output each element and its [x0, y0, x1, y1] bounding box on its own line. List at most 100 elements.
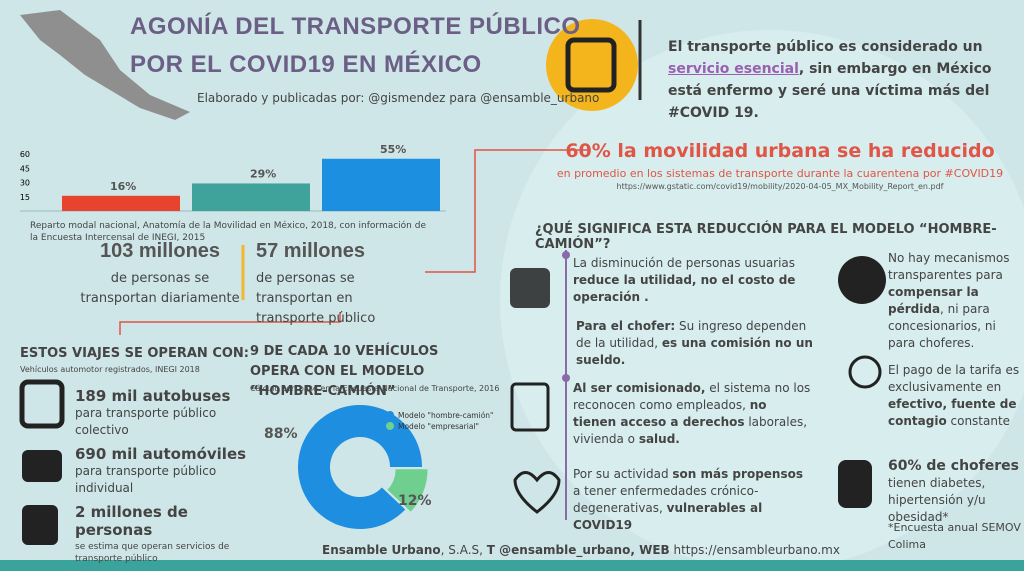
- text-segment: el sistema no los reconocen como emplead…: [573, 381, 811, 412]
- footer: Ensamble Urbano, S.A.S, T @ensamble_urba…: [322, 543, 840, 557]
- text-segment: no tienen acceso a derechos: [573, 398, 767, 429]
- headline: 60% la movilidad urbana se ha reducido: [565, 140, 995, 162]
- fleet-number: 189 mil autobuses: [75, 387, 231, 405]
- text-segment: reduce la utilidad, no el costo de opera…: [573, 273, 796, 304]
- icon: [22, 505, 58, 545]
- text-segment: El pago de la tarifa es exclusivamente e…: [888, 363, 1020, 394]
- source: https://www.gstatic.com/covid19/mobility…: [616, 182, 944, 191]
- text-segment: efectivo, fuente de contagio: [888, 397, 1017, 428]
- icon: [838, 256, 886, 304]
- pie-slice: [387, 469, 428, 512]
- stat: 57 millones de personas se transportan e…: [256, 240, 416, 329]
- map: [20, 10, 190, 120]
- value-label: 12%: [398, 493, 432, 509]
- text-segment: Al ser comisionado,: [573, 381, 706, 395]
- text-segment: , sin embargo en México está enfermo y s…: [668, 61, 992, 121]
- text-segment: a tener enfermedades crónico-degenerativ…: [573, 484, 759, 515]
- bar: [322, 158, 440, 211]
- text-segment: No hay mecanismos transparentes para: [888, 251, 1010, 282]
- point: La disminución de personas usuarias redu…: [573, 255, 813, 306]
- text-segment: laborales, vivienda o: [573, 415, 808, 446]
- text-segment: Por su actividad: [573, 467, 673, 481]
- y-tick-label: 15: [20, 193, 30, 202]
- bg-circle: [500, 30, 1024, 570]
- bar-chart: 15 30 45 60 16% 29% 55%: [20, 143, 446, 212]
- icon: [510, 382, 550, 432]
- bar: [192, 183, 310, 211]
- legend-swatch: [386, 422, 394, 430]
- text-segment: salud.: [638, 432, 680, 446]
- footer-band: [0, 560, 1024, 571]
- text-segment: , S.A.S,: [440, 543, 487, 557]
- icon: [838, 460, 872, 508]
- value-label: 88%: [264, 426, 298, 442]
- pie-title: 9 DE CADA 10 VEHÍCULOS OPERA CON EL MODE…: [250, 344, 439, 399]
- fleet-title: ESTOS VIAJES SE OPERAN CON:: [20, 346, 249, 361]
- pie-chart: 88% 12% Modelo "hombre-camión" Modelo "empr…: [264, 405, 494, 529]
- point: 60% de choferes tienen diabetes, hiperte…: [888, 458, 1023, 526]
- point: No hay mecanismos transparentes para com…: [888, 250, 1020, 352]
- value-label: 16%: [110, 180, 136, 193]
- y-tick-label: 45: [20, 164, 30, 173]
- stat-number: 103 millones: [99, 240, 221, 262]
- point: Para el chofer: Su ingreso dependen de l…: [576, 318, 816, 369]
- sub: en promedio en los sistemas de transport…: [556, 167, 1004, 180]
- text-segment: son más propensos: [672, 467, 803, 481]
- icon: [510, 268, 550, 308]
- value-label: 29%: [250, 167, 276, 180]
- fleet-item: 2 millones de personas se estima que oper…: [75, 503, 255, 565]
- point: El pago de la tarifa es exclusivamente e…: [888, 362, 1020, 430]
- y-tick-label: 60: [20, 150, 30, 159]
- text-segment[interactable]: servicio esencial: [668, 61, 799, 77]
- fleet-number: 2 millones de personas: [75, 503, 188, 539]
- text-segment: es una comisión no un sueldo.: [576, 336, 813, 367]
- legend-label: Modelo "empresarial": [398, 422, 479, 431]
- icon: [513, 471, 561, 514]
- text-segment: El transporte público es considerado un: [668, 39, 983, 55]
- icon: [848, 355, 882, 389]
- text-segment: Su ingreso dependen de la utilidad,: [576, 319, 807, 350]
- dot: [562, 374, 570, 382]
- question: ¿QUÉ SIGNIFICA ESTA REDUCCIÓN PARA EL MO…: [535, 222, 997, 252]
- pie-slice: [298, 405, 422, 529]
- title-line: POR EL COVID19 EN MÉXICO: [130, 51, 482, 78]
- fleet-text: para transporte público individual: [75, 464, 217, 495]
- legend-swatch: [386, 411, 394, 419]
- text-segment: WEB: [639, 543, 670, 557]
- fleet-text: se estima que operan servicios de transp…: [75, 542, 230, 564]
- text-segment: Ensamble Urbano: [322, 543, 441, 557]
- bus-icon: [565, 37, 617, 93]
- point: Por su actividad son más propensos a ten…: [573, 466, 813, 534]
- value-label: 55%: [380, 143, 406, 156]
- stat-number: 57 millones: [256, 240, 365, 262]
- fleet-text: para transporte público colectivo: [75, 406, 217, 437]
- y-tick-label: 30: [20, 179, 30, 188]
- stat-text: de personas se transportan en transporte…: [256, 271, 376, 326]
- text-segment: , ni para concesionarios, ni para chofer…: [888, 302, 996, 350]
- title: AGONÍA DEL TRANSPORTE PÚBLICO POR EL COV…: [130, 8, 581, 84]
- text-segment: La disminución de personas usuarias: [573, 256, 796, 270]
- intro: El transporte público es considerado un …: [668, 36, 1008, 124]
- text-segment: T: [486, 543, 495, 557]
- icon: [22, 450, 62, 482]
- text-segment: tienen diabetes, hipertensión y/u obesid…: [888, 476, 986, 524]
- fleet-source: Vehículos automotor registrados, INEGI 2…: [20, 365, 200, 374]
- chart-note: Reparto modal nacional, Anatomía de la M…: [30, 221, 426, 243]
- text-segment: vulnerables al COVID19: [573, 501, 763, 532]
- connector: [119, 312, 341, 335]
- mobility: 60% la movilidad urbana se ha reducido e…: [540, 140, 1020, 191]
- connector: [425, 149, 590, 273]
- text-segment: 60% de choferes: [888, 458, 1019, 474]
- text-segment: https://ensambleurbano.mx: [669, 543, 840, 557]
- text-segment: compensar la pérdida: [888, 285, 979, 316]
- byline: Elaborado y publicadas por: @gismendez p…: [197, 91, 600, 105]
- text-segment: @ensamble_urbano,: [494, 543, 640, 557]
- icon: [19, 379, 65, 429]
- point: Al ser comisionado, el sistema no los re…: [573, 380, 813, 448]
- fleet-item: 189 mil autobuses para transporte público…: [75, 387, 255, 439]
- dot: [562, 251, 570, 259]
- text-segment: Para el chofer:: [576, 319, 676, 333]
